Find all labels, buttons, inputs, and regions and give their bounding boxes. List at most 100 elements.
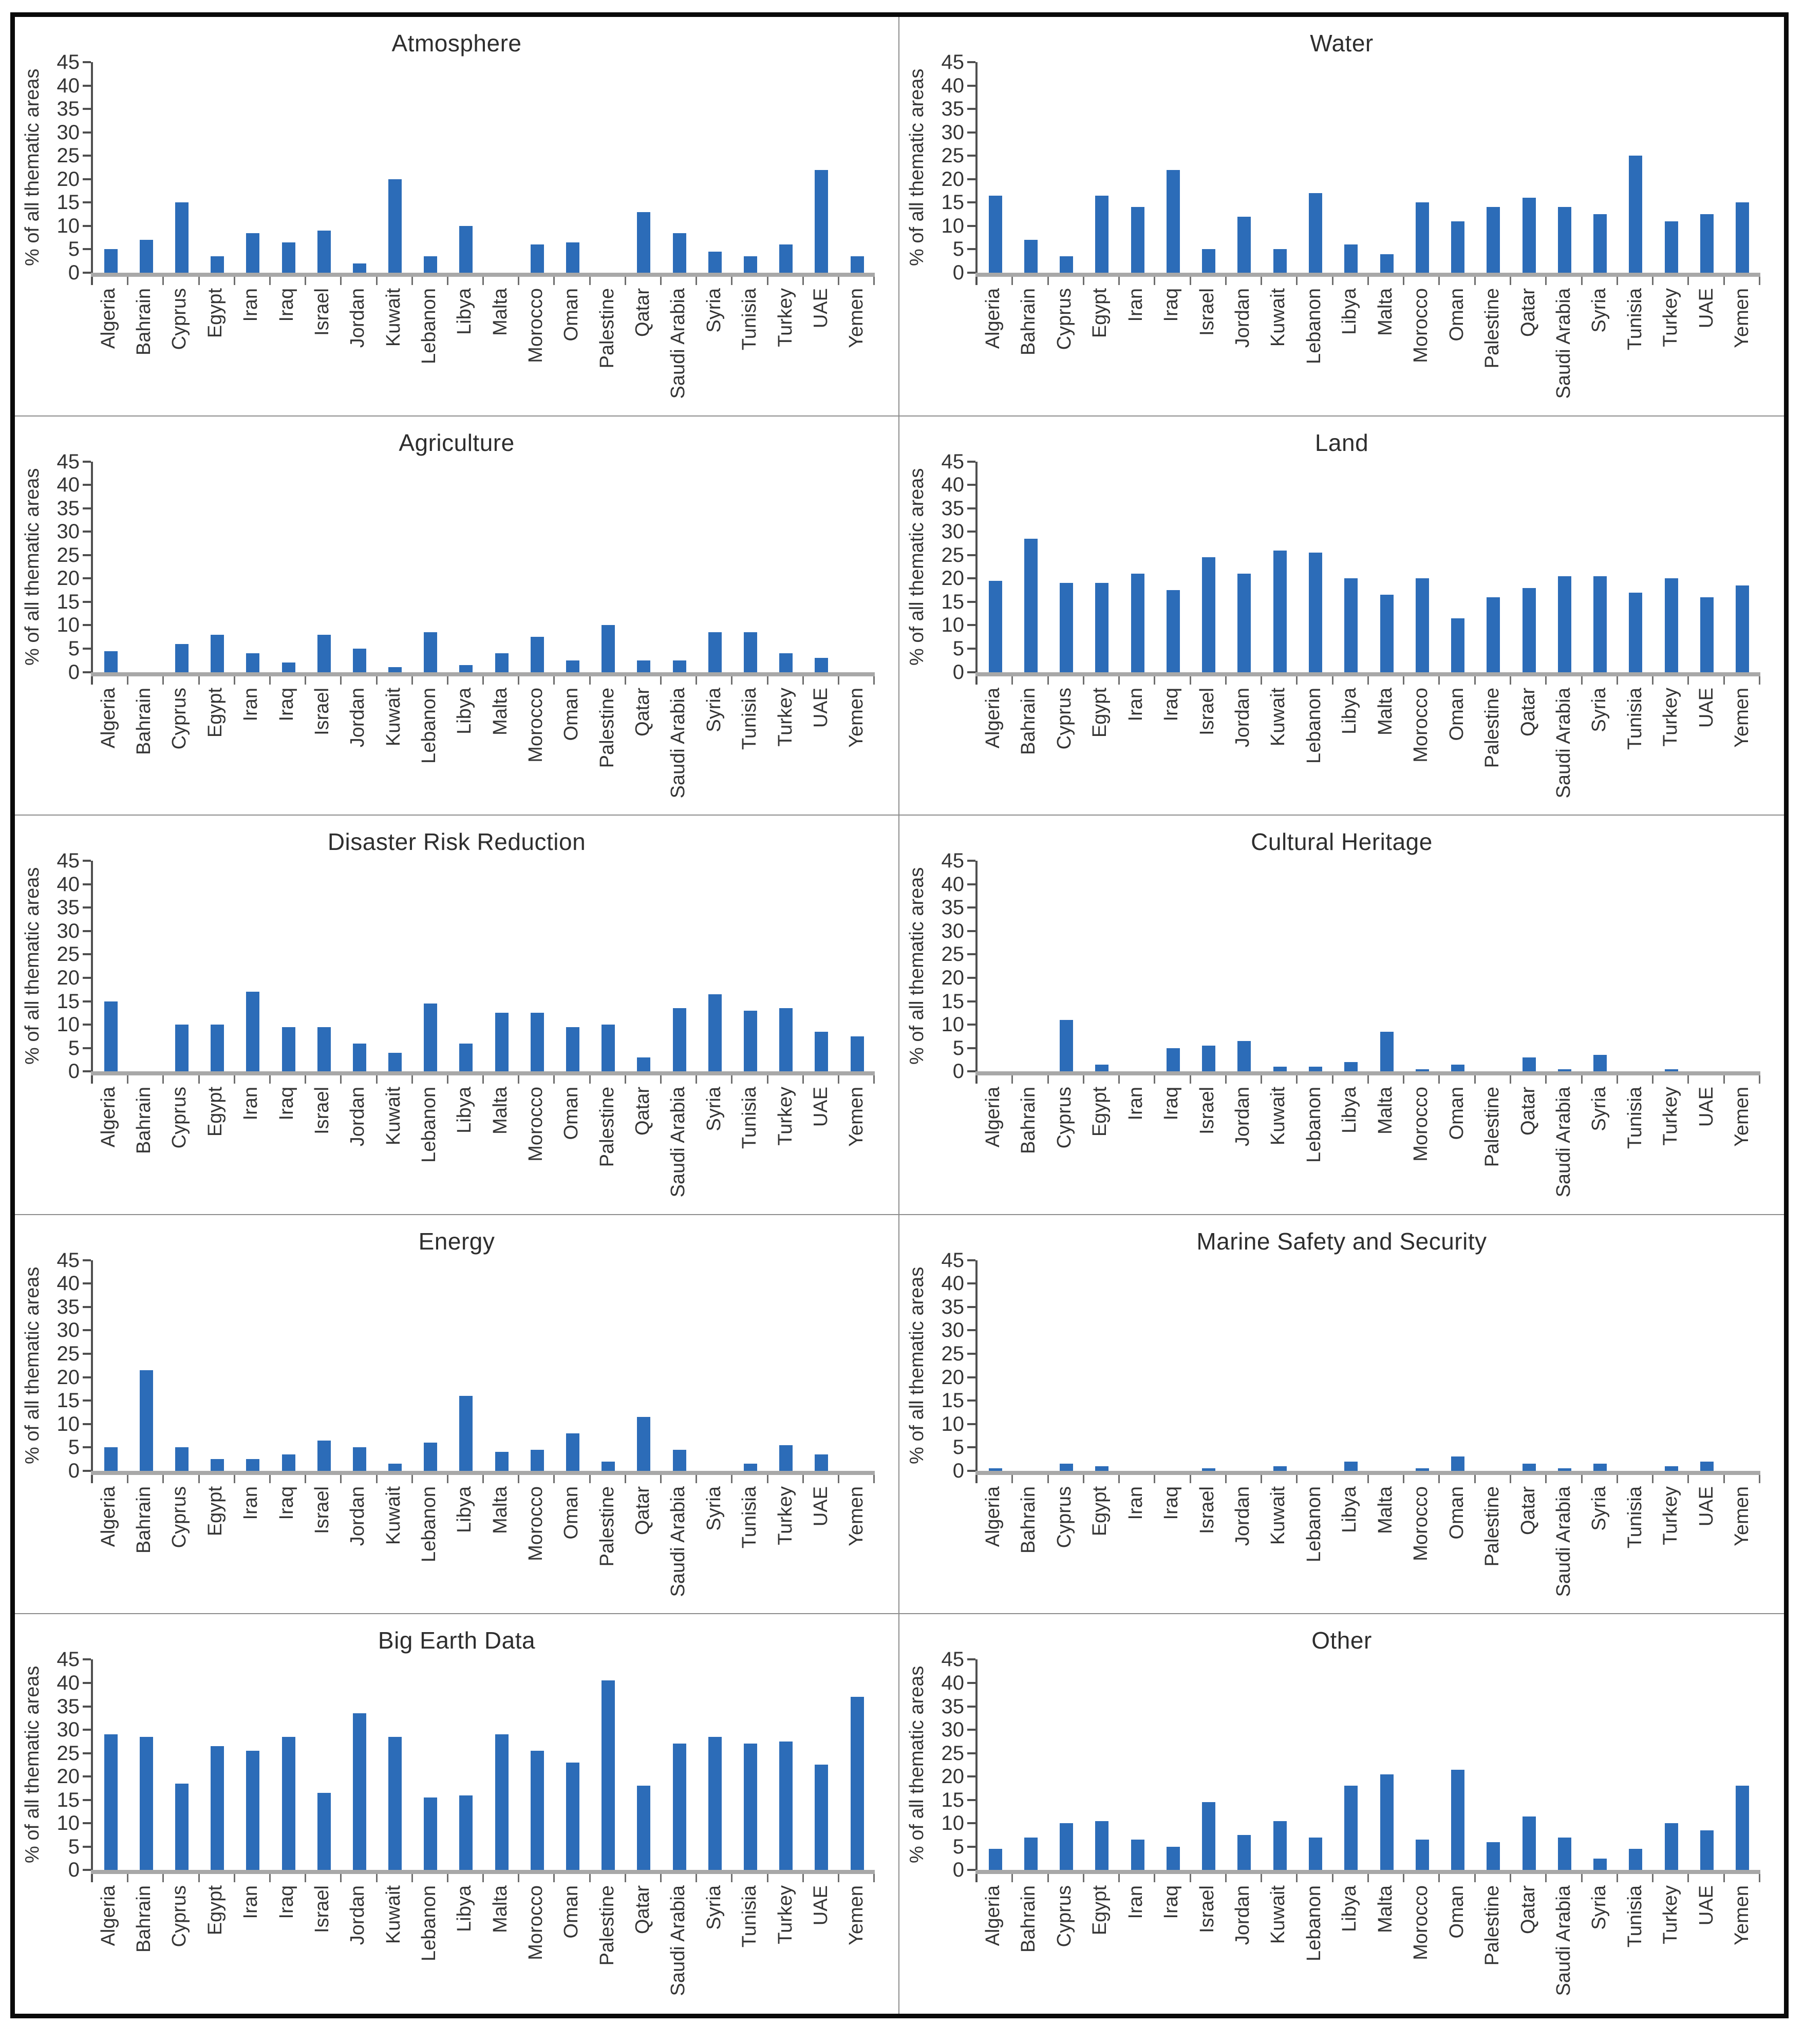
bar	[779, 244, 793, 273]
plot-area	[975, 1659, 1760, 1875]
bar-slot	[1547, 462, 1582, 672]
y-tick-label: 30	[57, 1718, 80, 1742]
bar-slot	[164, 1659, 199, 1870]
x-axis-category-label: Jordan	[1231, 1885, 1253, 1945]
bar	[246, 992, 260, 1072]
y-tick-mark	[83, 648, 91, 650]
y-tick-label: 40	[57, 74, 80, 97]
bar-slot	[1725, 1260, 1760, 1471]
x-label-slot: Algeria	[91, 1087, 126, 1214]
x-label-slot: Oman	[1439, 1486, 1475, 1614]
x-tick-mark	[271, 676, 307, 685]
bar	[1344, 244, 1358, 273]
bar-slot	[235, 1659, 271, 1870]
x-axis-category-label: Libya	[454, 687, 476, 734]
bar-slot	[768, 1659, 804, 1870]
bar-slot	[1333, 1260, 1369, 1471]
x-label-slot: Lebanon	[411, 1885, 447, 2013]
x-label-slot: Saudi Arabia	[1546, 1486, 1582, 1614]
y-tick-label: 20	[941, 1366, 965, 1389]
x-tick-mark	[1618, 1874, 1654, 1883]
x-axis-category-label: Iran	[1124, 1087, 1147, 1121]
bar-slot	[626, 1260, 662, 1471]
bar-slot	[697, 62, 732, 273]
bar	[424, 256, 438, 273]
x-axis-category-label: Algeria	[97, 288, 119, 349]
x-tick-mark	[697, 277, 733, 285]
x-label-slot: Syria	[1582, 1087, 1618, 1214]
x-label-slot: Iraq	[1154, 1885, 1189, 2013]
x-axis-category-label: UAE	[1695, 288, 1717, 329]
bar-slot	[413, 1659, 448, 1870]
y-tick-label: 10	[57, 1812, 80, 1835]
x-axis-category-label: Saudi Arabia	[667, 1885, 689, 1996]
bar-slot	[93, 861, 128, 1072]
x-label-slot: Tunisia	[1618, 1486, 1653, 1614]
y-tick-label: 0	[68, 261, 80, 284]
x-axis-category-label: Yemen	[845, 1885, 868, 1946]
y-tick-mark	[967, 61, 975, 63]
y-tick-mark	[967, 953, 975, 956]
x-axis-category-label: Lebanon	[418, 1885, 440, 1962]
x-label-slot: Syria	[697, 1486, 732, 1614]
x-tick-mark	[1120, 277, 1156, 285]
bar	[352, 1447, 366, 1471]
bars	[93, 62, 875, 273]
bar	[175, 1447, 189, 1471]
x-axis-category-label: Yemen	[1731, 1486, 1753, 1546]
x-label-slot: Egypt	[198, 688, 233, 815]
x-tick-mark	[1333, 676, 1369, 685]
x-axis-category-label: Syria	[1588, 687, 1610, 732]
y-tick-mark	[83, 1399, 91, 1402]
bar-slot	[306, 861, 342, 1072]
x-axis-category-label: Turkey	[1660, 1885, 1682, 1945]
bar	[850, 1036, 864, 1072]
bar	[1131, 574, 1144, 672]
x-tick-mark	[93, 1874, 129, 1883]
bar-slot	[1333, 62, 1369, 273]
chart-title: Big Earth Data	[378, 1627, 536, 1654]
bar-slot	[697, 462, 732, 672]
x-tick-mark	[1511, 1075, 1547, 1084]
bar-slot	[1120, 462, 1155, 672]
bar-slot	[1227, 1659, 1262, 1870]
bar-slot	[1583, 62, 1618, 273]
x-label-slot: Jordan	[341, 288, 376, 415]
bar	[1273, 1466, 1287, 1471]
bar-slot	[1511, 62, 1547, 273]
x-label-slot: Malta	[483, 688, 518, 815]
bar	[1415, 202, 1429, 273]
x-axis-category-label: Cyprus	[168, 1087, 191, 1149]
bar	[495, 1013, 509, 1072]
x-tick-mark	[1227, 277, 1263, 285]
bar	[1166, 1048, 1180, 1072]
chart-title: Cultural Heritage	[1251, 828, 1433, 856]
x-label-slot: Iran	[1118, 1486, 1154, 1614]
x-label-slot: Jordan	[1225, 688, 1261, 815]
bar-chart: Atmosphere % of all thematic areas 0 5 10 1…	[15, 17, 898, 415]
bar	[566, 242, 580, 273]
chart-cell-marine-safety-and-security: Marine Safety and Security % of all them…	[899, 1215, 1784, 1615]
bar-slot	[626, 1659, 662, 1870]
x-axis-category-label: Syria	[1588, 288, 1610, 333]
x-axis-category-label: Cyprus	[1053, 1486, 1075, 1548]
y-tick-label: 10	[57, 1013, 80, 1036]
bar	[139, 1370, 153, 1471]
bar-chart: Water % of all thematic areas 0 5 10 15 20 25…	[899, 17, 1784, 415]
x-label-slot: Yemen	[1725, 1885, 1760, 2013]
bar-slot	[555, 1659, 590, 1870]
bar	[530, 1013, 544, 1072]
x-label-slot: Malta	[483, 1087, 518, 1214]
x-tick-mark	[484, 1474, 520, 1483]
x-axis-category-label: Kuwait	[382, 288, 404, 347]
bar-slot	[1298, 1260, 1333, 1471]
x-label-slot: Jordan	[341, 1885, 376, 2013]
x-tick-mark	[1440, 676, 1476, 685]
y-tick-label: 15	[941, 1389, 965, 1412]
x-axis-labels: Algeria Bahrain Cyprus Egypt Iran Iraq Israel J…	[975, 288, 1760, 415]
plot-area	[975, 1260, 1760, 1475]
x-label-slot: Cyprus	[162, 1885, 198, 2013]
x-tick-mark	[1725, 676, 1760, 685]
x-axis-category-label: Tunisia	[1624, 1885, 1646, 1948]
x-tick-mark	[164, 1474, 200, 1483]
